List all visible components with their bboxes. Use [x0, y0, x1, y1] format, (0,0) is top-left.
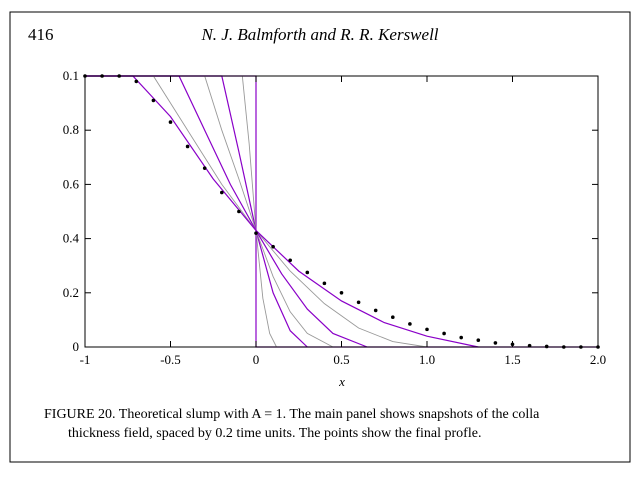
data-point [151, 98, 156, 103]
caption-line: FIGURE 20. Theoretical slump with A = 1.… [44, 407, 540, 422]
data-point [493, 341, 498, 345]
data-point [408, 322, 412, 326]
profile-line [85, 75, 334, 348]
profile-line [85, 75, 479, 348]
data-point [544, 344, 549, 349]
y-tick-label: 0.1 [63, 68, 79, 83]
y-tick-label: 0.4 [63, 231, 80, 246]
page-frame [9, 11, 631, 463]
data-point [356, 300, 361, 305]
data-point [185, 144, 190, 149]
caption-line: thickness field, spaced by 0.2 time unit… [68, 426, 481, 441]
data-point [202, 166, 207, 170]
data-point [271, 244, 275, 249]
profile-line [85, 75, 428, 348]
x-tick-label: 1.0 [419, 352, 435, 367]
data-point [134, 79, 139, 84]
y-tick-label: 0 [73, 339, 80, 354]
data-point [442, 331, 446, 336]
y-tick-label: 0.8 [63, 122, 79, 137]
plot-frame [84, 75, 599, 348]
y-tick-label: 0.6 [63, 176, 80, 191]
x-tick-label: -1 [80, 352, 91, 367]
profile-line [85, 75, 277, 348]
data-point [288, 258, 293, 263]
data-point [459, 335, 464, 340]
x-tick-label: 1.5 [504, 352, 520, 367]
profile-line [85, 75, 308, 348]
data-point [254, 231, 258, 235]
x-tick-label: 2.0 [590, 352, 606, 367]
page-number: 416 [28, 25, 54, 44]
authors: N. J. Balmforth and R. R. Kerswell [200, 25, 438, 44]
x-tick-label: 0 [253, 352, 260, 367]
x-axis-label: x [338, 374, 345, 389]
data-point [425, 327, 429, 332]
profile-line [85, 75, 598, 348]
data-point [391, 315, 395, 319]
data-point [339, 291, 344, 295]
x-tick-label: 0.5 [333, 352, 349, 367]
data-point [373, 308, 378, 313]
data-point [305, 270, 310, 275]
data-point [322, 281, 327, 286]
y-tick-label: 0.2 [63, 285, 79, 300]
data-point [220, 190, 224, 195]
x-tick-label: -0.5 [160, 352, 181, 367]
data-point [237, 209, 241, 214]
data-point [476, 338, 481, 343]
profile-line [85, 75, 368, 348]
data-point [168, 120, 173, 124]
